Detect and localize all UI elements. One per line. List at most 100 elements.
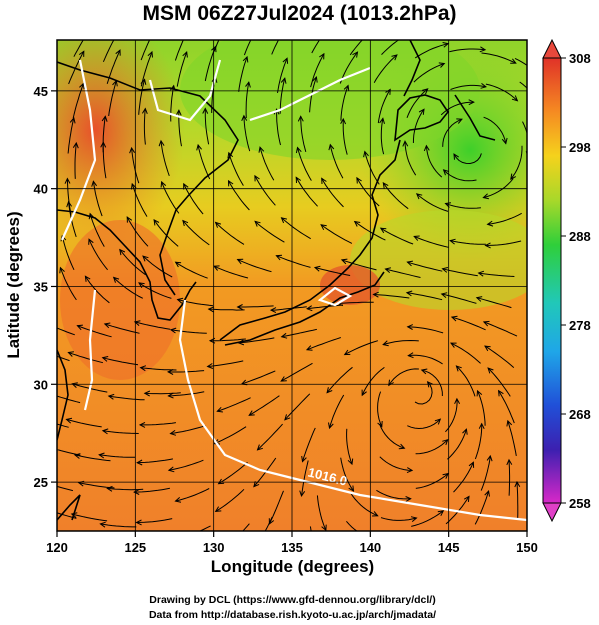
- streamline-arrow: [407, 352, 414, 359]
- x-tick-label: 130: [203, 540, 225, 555]
- streamline: [508, 459, 511, 496]
- streamline-arrow: [59, 266, 65, 274]
- streamline: [134, 321, 171, 330]
- streamline-arrow: [454, 397, 461, 405]
- streamline: [248, 395, 280, 416]
- colorbar-tick-label: 268: [569, 407, 591, 422]
- streamline-arrow: [169, 429, 177, 436]
- streamline: [257, 423, 283, 451]
- streamline: [485, 83, 518, 102]
- streamline: [210, 338, 246, 342]
- streamline: [108, 395, 145, 401]
- streamline: [245, 82, 250, 119]
- streamline-arrow: [71, 382, 78, 388]
- streamline-arrow: [99, 521, 106, 528]
- streamline: [301, 460, 309, 496]
- streamline-arrow: [385, 88, 391, 95]
- streamline-arrow: [405, 290, 413, 297]
- streamline: [415, 439, 449, 455]
- streamline: [102, 40, 115, 63]
- x-tick-label: 150: [516, 540, 538, 555]
- streamline: [407, 326, 444, 334]
- streamline-arrow: [284, 23, 289, 29]
- streamline: [477, 390, 486, 426]
- streamline: [311, 40, 320, 54]
- streamline-arrow: [254, 174, 260, 182]
- streamline-arrow: [106, 485, 113, 492]
- colorbar-tick-label: 288: [569, 229, 591, 244]
- streamline: [476, 297, 512, 309]
- streamline: [144, 392, 181, 395]
- streamline-arrow: [227, 151, 234, 159]
- streamline-arrow: [482, 193, 489, 200]
- streamline-arrow: [476, 389, 483, 397]
- streamline-arrow: [64, 177, 71, 184]
- streamline: [176, 51, 188, 87]
- colorbar-top-arrow: [542, 38, 562, 59]
- streamline-arrow: [477, 270, 485, 277]
- streamline: [514, 57, 527, 66]
- streamline: [522, 121, 527, 136]
- streamline: [349, 40, 363, 56]
- y-tick-label: 30: [34, 377, 48, 392]
- x-tick-label: 125: [124, 540, 146, 555]
- streamline: [342, 118, 348, 155]
- streamline: [441, 293, 477, 304]
- streamline-arrow: [372, 511, 379, 517]
- streamline: [380, 517, 417, 521]
- streamline-arrow: [391, 54, 398, 61]
- streamline-arrow: [295, 176, 302, 184]
- streamline: [376, 489, 411, 500]
- streamline-arrow: [379, 117, 385, 124]
- colorbar-bottom-arrow: [542, 502, 562, 523]
- streamline-arrow: [76, 324, 83, 331]
- streamline: [451, 316, 486, 331]
- streamline: [131, 147, 140, 184]
- streamline-arrow: [213, 265, 220, 271]
- streamline: [215, 222, 245, 245]
- streamline-arrow: [328, 422, 334, 430]
- chart-title: MSM 06Z27Jul2024 (1013.2hPa): [142, 2, 457, 25]
- streamline: [281, 217, 311, 240]
- streamline: [280, 362, 313, 382]
- streamline-arrow: [176, 297, 184, 304]
- streamline-arrow: [506, 419, 513, 427]
- streamline-arrow: [484, 242, 491, 249]
- gridlines: [57, 40, 527, 531]
- streamline: [474, 423, 483, 460]
- streamline-arrow: [413, 235, 420, 241]
- streamline-arrow: [143, 390, 151, 397]
- streamline-arrow: [347, 458, 354, 466]
- streamline: [414, 381, 433, 405]
- streamline-arrow: [379, 227, 387, 234]
- streamline-arrow: [406, 260, 413, 267]
- streamline: [414, 235, 449, 248]
- streamline-arrow: [486, 220, 494, 227]
- streamline: [160, 140, 170, 177]
- streamline-arrow: [299, 490, 306, 497]
- streamline: [361, 367, 385, 396]
- streamline: [243, 40, 252, 56]
- streamline: [442, 118, 463, 147]
- streamline-arrow: [216, 406, 223, 413]
- streamline: [453, 462, 474, 493]
- x-axis-ticks: 120 125 130 135 140 145 150: [46, 531, 538, 555]
- streamline-arrow: [242, 55, 249, 63]
- streamline: [136, 518, 173, 523]
- streamline: [445, 398, 458, 433]
- streamline: [142, 255, 173, 278]
- streamline-arrow: [211, 45, 217, 53]
- streamline: [295, 177, 318, 207]
- streamline: [259, 147, 275, 181]
- streamline: [140, 40, 151, 61]
- streamline-arrow: [177, 535, 183, 540]
- streamline-arrow: [415, 193, 423, 200]
- streamline: [377, 89, 391, 124]
- streamline-arrow: [442, 472, 449, 479]
- streamline: [310, 53, 325, 88]
- streamline: [108, 80, 117, 117]
- streamline-arrow: [175, 109, 182, 116]
- streamline-arrow: [382, 340, 389, 347]
- streamline-arrow: [440, 292, 448, 298]
- streamline: [102, 142, 107, 179]
